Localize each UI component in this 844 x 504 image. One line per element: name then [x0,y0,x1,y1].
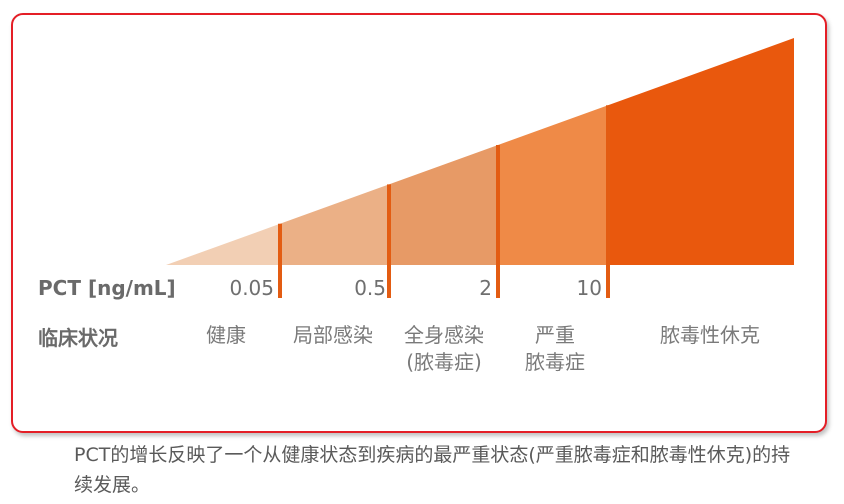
condition-line: 健康 [206,323,246,347]
condition-line: 局部感染 [293,323,373,347]
wedge-segment [498,105,608,265]
condition-label: 严重 脓毒症 [500,322,610,376]
condition-label: 脓毒性休克 [620,322,800,349]
condition-line: 脓毒症 [525,350,585,374]
threshold-label: 10 [576,276,602,300]
clinical-row-label: 临床状况 [38,326,118,350]
condition-label: 局部感染 [276,322,390,349]
condition-line: 严重 [535,323,575,347]
condition-line: (脓毒症) [406,350,482,374]
wedge-segment [608,38,794,265]
wedge-segment [389,144,498,265]
wedge-segment [280,184,389,265]
threshold-label: 2 [479,276,492,300]
threshold-label: 0.5 [354,276,386,300]
wedge-segment [166,223,280,265]
condition-label: 健康 [186,322,266,349]
threshold-label: 0.05 [229,276,274,300]
pct-row-label: PCT [ng/mL] [38,276,176,300]
condition-line: 脓毒性休克 [660,323,760,347]
condition-line: 全身感染 [404,323,484,347]
condition-label: 全身感染 (脓毒症) [388,322,500,376]
figure-caption: PCT的增长反映了一个从健康状态到疾病的最严重状态(严重脓毒症和脓毒性休克)的持… [74,444,791,496]
